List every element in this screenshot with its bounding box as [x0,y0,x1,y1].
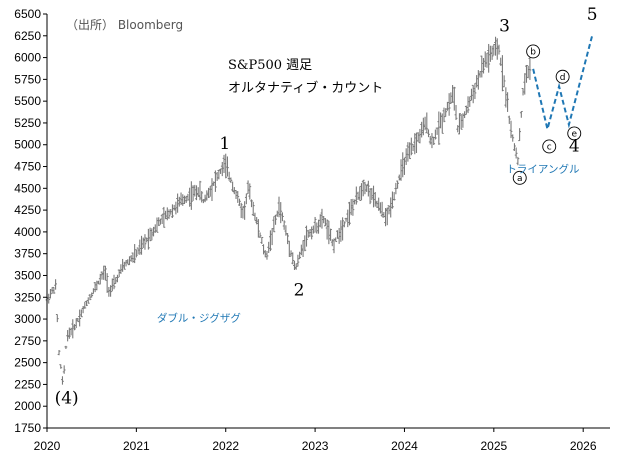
y-tick-label: 5750 [14,72,41,86]
y-tick-label: 6500 [14,7,41,21]
sub-wave-label: d [560,73,566,83]
sub-wave-circle [567,126,582,141]
y-tick-label: 4500 [14,181,41,195]
x-tick-label: 2021 [123,439,150,453]
pattern-labels: ダブル・ジグザグ トライアングル [157,163,580,325]
sub-wave-circle [512,170,527,185]
wave-label: 2 [294,281,305,301]
pattern-label: トライアングル [506,163,579,176]
y-axis: 6500 6250 6000 5750 5500 5250 5000 4750 4500 4250… [14,7,47,435]
y-tick-label: 5500 [14,94,41,108]
x-tick-label: 2024 [391,439,418,453]
price-series [45,36,532,385]
y-tick-label: 3250 [14,290,41,304]
y-tick-label: 3500 [14,268,41,282]
y-tick-label: 5000 [14,138,41,152]
wave-label: 1 [219,134,230,154]
sub-wave-marker: b [526,44,541,59]
sub-wave-circle [555,69,570,84]
sub-wave-label: b [530,47,536,57]
wave-labels: (4) 1 2 3 4 5 [55,5,598,408]
y-tick-label: 3750 [14,247,41,261]
wave-label: 5 [587,5,598,25]
sub-wave-circle [542,139,557,154]
y-tick-label: 6250 [14,29,41,43]
pattern-label: ダブル・ジグザグ [157,312,241,325]
sub-wave-markers: a b c d e [512,44,582,185]
sub-wave-label: a [517,174,523,184]
sub-wave-label: e [571,129,577,139]
sub-wave-circle [526,44,541,59]
y-tick-label: 1750 [14,421,41,435]
y-tick-label: 6000 [14,51,41,65]
y-tick-label: 2750 [14,334,41,348]
y-tick-label: 4000 [14,225,41,239]
plot-area: a b c d e [45,35,594,385]
y-tick-label: 2500 [14,356,41,370]
x-tick-label: 2023 [302,439,329,453]
sub-wave-marker: a [512,170,527,185]
x-tick-label: 2022 [212,439,239,453]
chart-subtitle: オルタナティブ・カウント [228,80,383,96]
wave-label: 3 [499,16,510,36]
y-tick-label: 3000 [14,312,41,326]
source-note: （出所） Bloomberg [66,18,183,32]
sub-wave-marker: c [542,139,557,154]
chart-title: S&P500 週足 [228,58,312,73]
x-tick-label: 2020 [34,439,61,453]
x-axis: 2020 2021 2022 2023 2024 2025 2026 [34,428,597,453]
y-tick-label: 4750 [14,160,41,174]
sub-wave-marker: e [567,126,582,141]
wave-label: (4) [55,389,79,409]
sub-wave-label: c [547,142,552,152]
y-tick-label: 2250 [14,377,41,391]
projection-path [532,35,594,130]
x-tick-label: 2025 [480,439,507,453]
y-tick-label: 4250 [14,203,41,217]
sub-wave-marker: d [555,69,570,84]
x-tick-label: 2026 [570,439,597,453]
y-tick-label: 5250 [14,116,41,130]
y-tick-label: 2000 [14,399,41,413]
wave-label: 4 [569,137,580,157]
